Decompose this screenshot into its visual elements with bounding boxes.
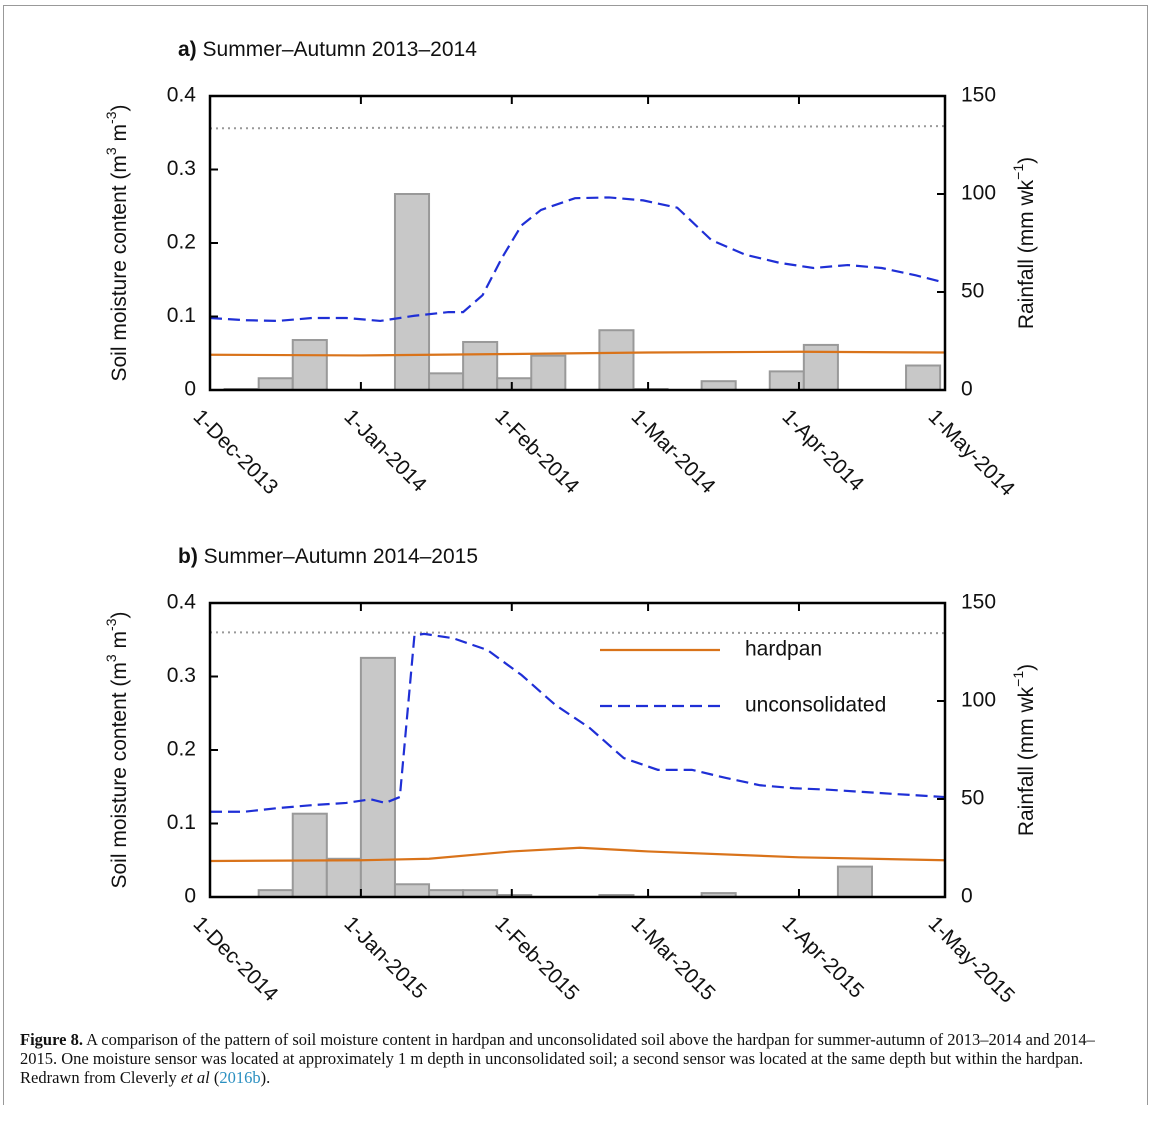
y-tick-label: 0.2: [167, 231, 196, 254]
rain-bar: [393, 883, 431, 899]
label-part: ): [108, 105, 131, 112]
superscript: 3: [103, 147, 119, 155]
rain-bar: [598, 329, 635, 391]
rain-bar: [462, 340, 499, 392]
y2-axis-label: Rainfall (mm wk−1): [1010, 664, 1038, 836]
panel-label: a): [178, 38, 197, 61]
rain-bar: [393, 193, 431, 391]
y2-tick-label: 0: [961, 378, 973, 401]
label-part: m: [108, 631, 131, 654]
label-part: ): [108, 612, 131, 619]
y-tick-label: 0: [184, 885, 196, 908]
y-tick-label: 0.1: [167, 811, 196, 834]
y2-tick-label: 50: [961, 280, 984, 303]
caption-text: (: [209, 1068, 220, 1087]
figure-frame: [3, 5, 1148, 1105]
superscript: -3: [103, 111, 119, 124]
caption-link[interactable]: 2016b: [219, 1068, 261, 1087]
label-part: ): [1015, 157, 1038, 164]
y-tick-label: 0.3: [167, 157, 196, 180]
rain-bar: [836, 865, 873, 898]
title-text: Summer–Autumn 2014–2015: [204, 545, 478, 568]
chart-title: b) Summer–Autumn 2014–2015: [178, 545, 478, 568]
label-part: Soil moisture content (m: [108, 155, 131, 381]
x-tick-label: 1-May-2014: [924, 405, 1020, 501]
label-part: Rainfall (mm wk: [1015, 179, 1038, 329]
caption-italic: et al: [180, 1068, 210, 1087]
superscript: 3: [103, 654, 119, 662]
legend-label: unconsolidated: [745, 694, 886, 717]
y-axis-label: Soil moisture content (m3 m-3): [103, 612, 131, 889]
chart-title: a) Summer–Autumn 2013–2014: [178, 38, 477, 61]
y-tick-label: 0: [184, 378, 196, 401]
y2-tick-label: 50: [961, 787, 984, 810]
y-tick-label: 0.4: [167, 84, 197, 107]
superscript: -3: [103, 618, 119, 631]
title-text: Summer–Autumn 2013–2014: [203, 38, 478, 61]
rain-bar: [291, 339, 328, 391]
label-part: Rainfall (mm wk: [1015, 686, 1038, 836]
y-tick-label: 0.4: [167, 591, 197, 614]
reference-line: [209, 125, 946, 130]
series-line: [209, 196, 946, 323]
x-tick-label: 1-May-2015: [924, 912, 1020, 1008]
series-line: [209, 846, 946, 863]
x-tick-label: 1-Dec-2013: [189, 405, 283, 499]
series-line: [209, 350, 946, 357]
rain-bar: [530, 354, 567, 392]
y2-tick-label: 150: [961, 591, 996, 614]
y2-tick-label: 100: [961, 182, 996, 205]
y2-tick-label: 150: [961, 84, 996, 107]
superscript: −1: [1010, 164, 1026, 180]
rain-bar: [700, 380, 737, 391]
legend-label: hardpan: [745, 638, 822, 661]
rain-bar: [496, 377, 533, 391]
rain-bar: [257, 377, 294, 391]
rain-bar: [428, 372, 465, 391]
x-tick-label: 1-Dec-2014: [189, 912, 283, 1006]
y-tick-label: 0.2: [167, 738, 196, 761]
series-line: [210, 632, 946, 813]
label-part: ): [1015, 664, 1038, 671]
x-tick-label: 1-Feb-2015: [490, 912, 583, 1005]
rain-bar: [291, 812, 328, 899]
rain-bar: [905, 364, 942, 391]
x-tick-label: 1-Mar-2014: [627, 405, 720, 498]
x-tick-label: 1-Mar-2015: [627, 912, 720, 1005]
label-part: m: [108, 124, 131, 147]
x-tick-label: 1-Feb-2014: [490, 405, 583, 498]
x-tick-label: 1-Apr-2015: [778, 912, 869, 1003]
caption-text: ).: [260, 1068, 271, 1087]
caption-label: Figure 8.: [20, 1030, 83, 1049]
y-axis-label: Soil moisture content (m3 m-3): [103, 105, 131, 382]
y2-tick-label: 0: [961, 885, 973, 908]
caption: Figure 8. A comparison of the pattern of…: [20, 1030, 1130, 1087]
panel-label: b): [178, 545, 198, 568]
rain-bar: [325, 857, 362, 899]
y-tick-label: 0.3: [167, 664, 196, 687]
y2-axis-label: Rainfall (mm wk−1): [1010, 157, 1038, 329]
superscript: −1: [1010, 671, 1026, 687]
label-part: Soil moisture content (m: [108, 662, 131, 888]
chart: a) Summer–Autumn 2013–2014 0 0.1 0.2 0.3 0.4 0…: [103, 38, 1038, 1008]
y2-tick-label: 100: [961, 689, 996, 712]
y-tick-label: 0.1: [167, 304, 196, 327]
x-tick-label: 1-Apr-2014: [778, 405, 869, 496]
reference-line: [209, 631, 946, 635]
x-tick-label: 1-Jan-2014: [339, 405, 431, 497]
caption-text: A comparison of the pattern of soil mois…: [20, 1030, 1095, 1087]
x-tick-label: 1-Jan-2015: [339, 912, 430, 1003]
